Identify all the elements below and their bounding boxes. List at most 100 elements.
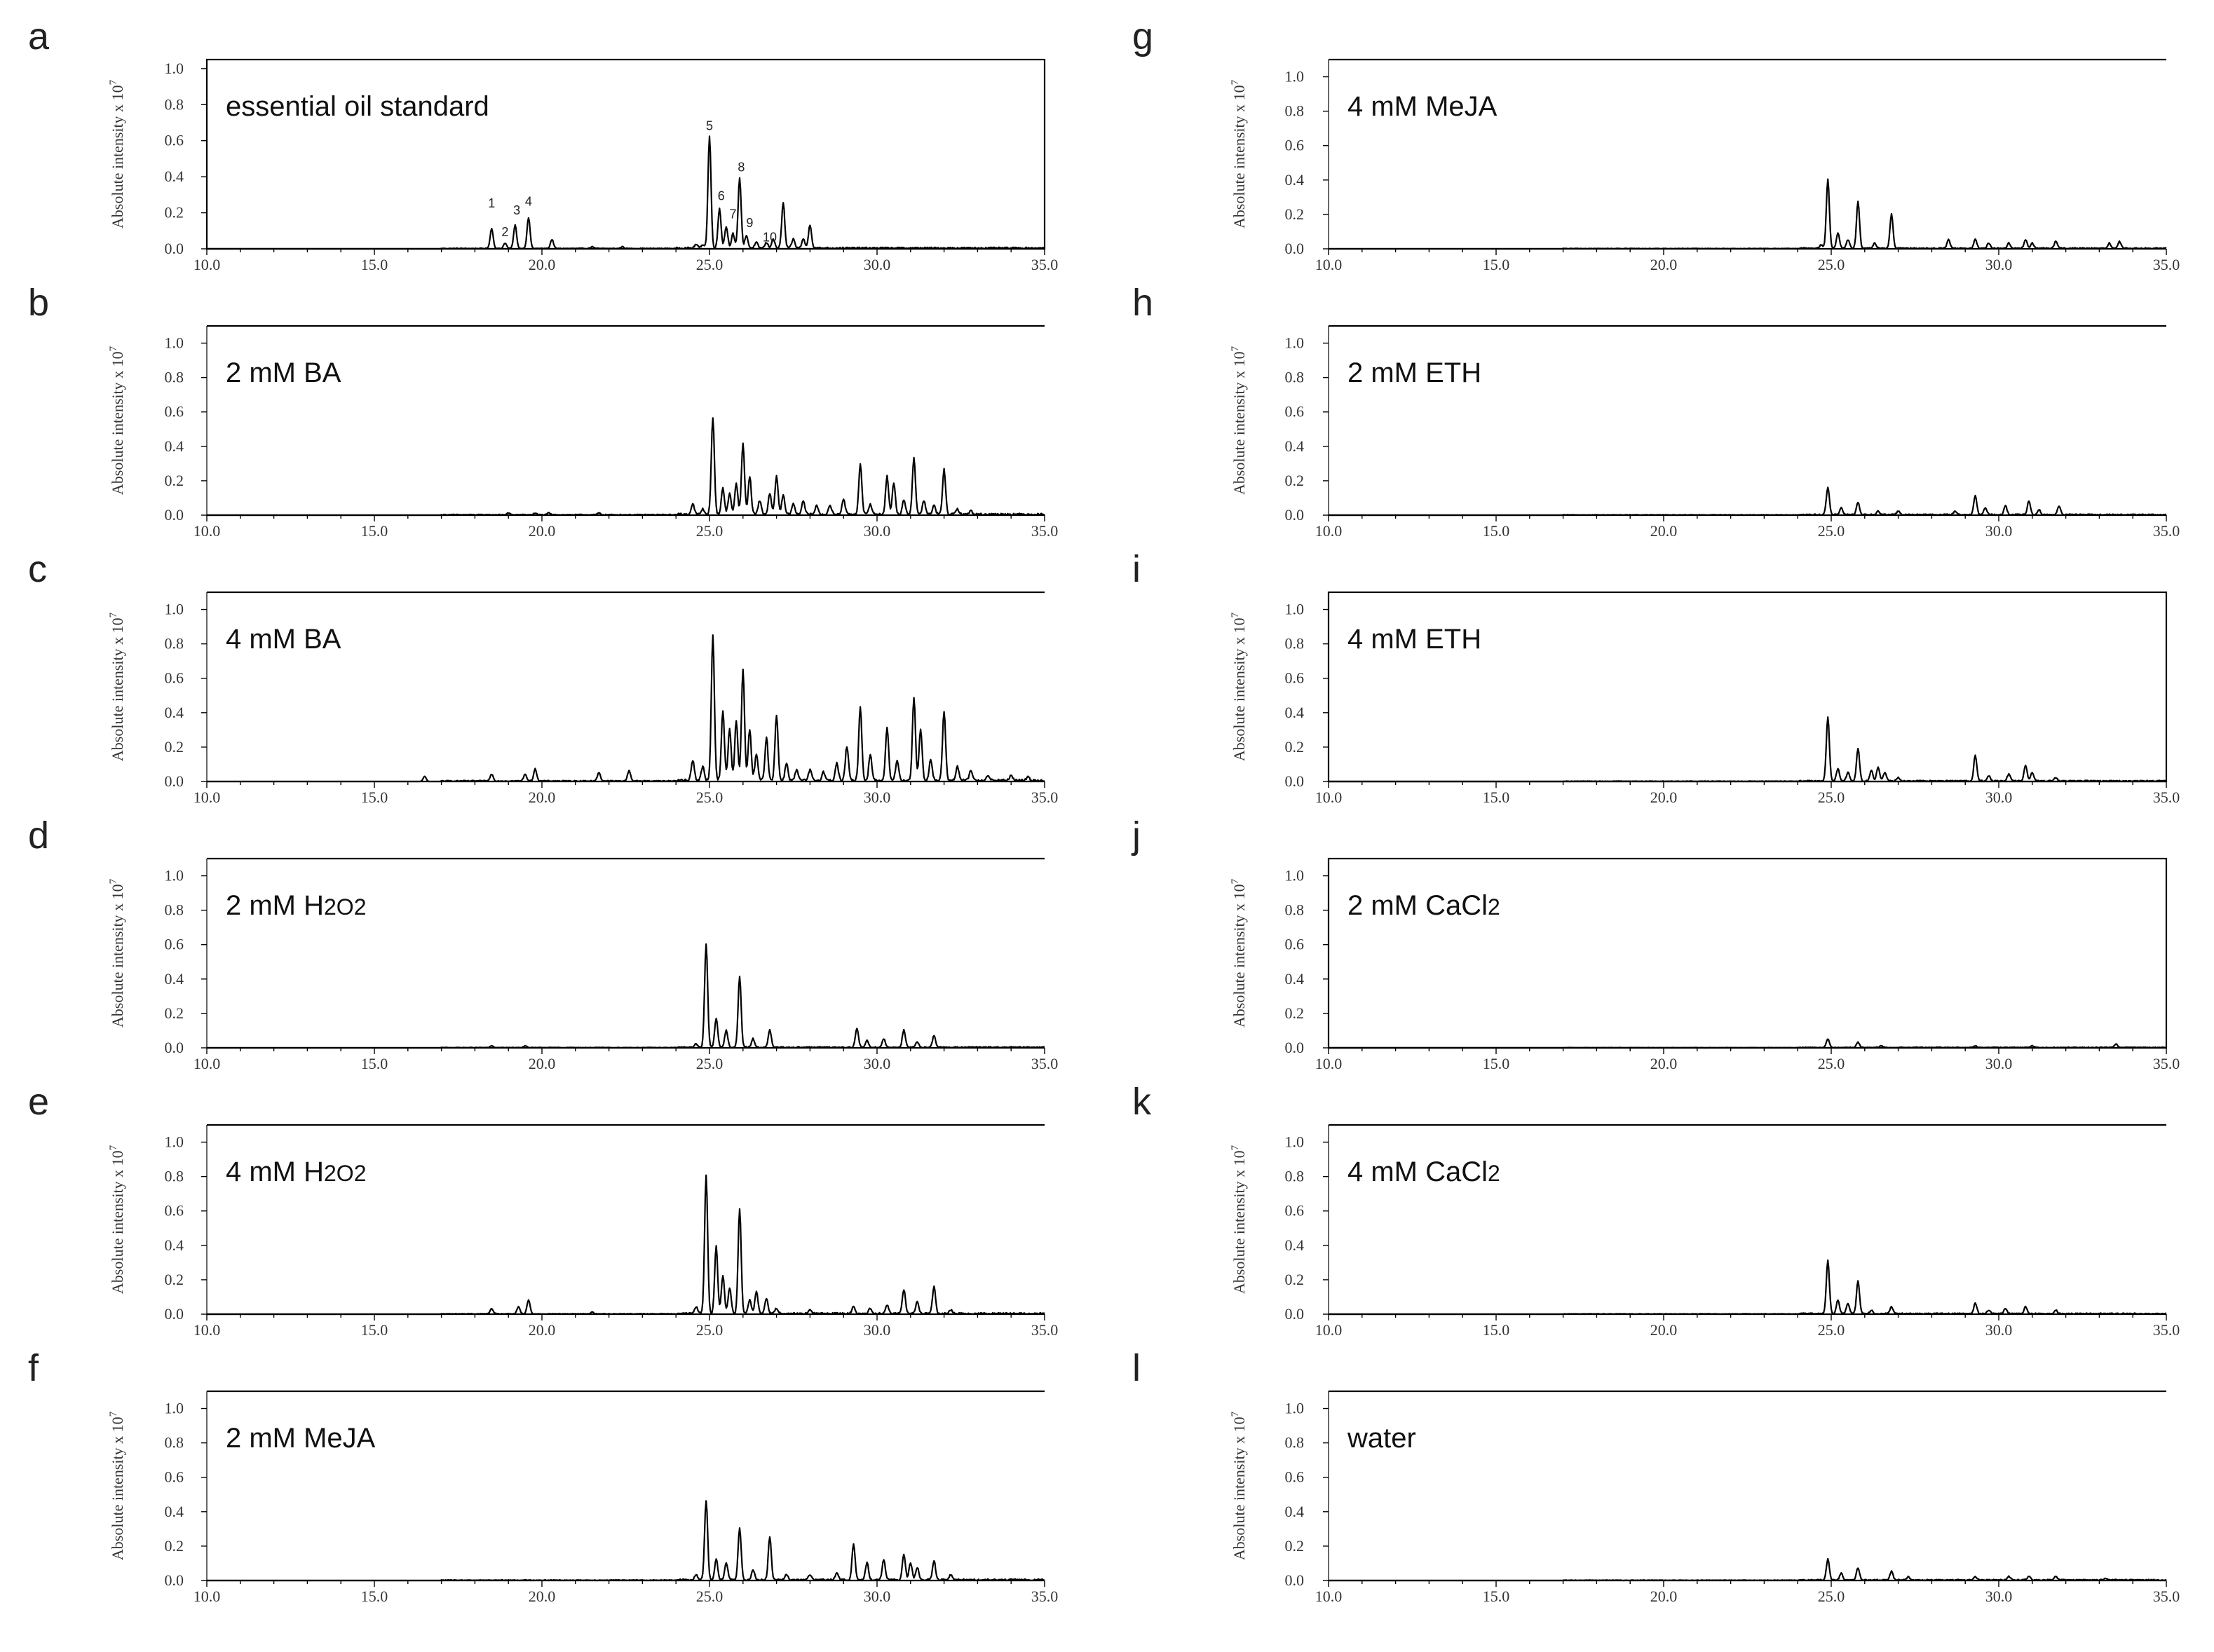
- chromatogram-trace: [1329, 178, 2167, 250]
- y-tick-label: 0.6: [1285, 403, 1305, 421]
- x-tick-label: 20.0: [529, 1588, 556, 1605]
- y-tick-label: 0.2: [165, 1004, 184, 1022]
- condition-text: 4 mM MeJA: [1347, 91, 1497, 122]
- condition-formula: 2O2: [324, 1161, 366, 1186]
- y-tick-label: 0.4: [1285, 704, 1305, 721]
- panel-letter: c: [28, 548, 47, 590]
- y-tick-label: 0.2: [1285, 205, 1305, 223]
- y-axis-label-text: Absolute intensity x 10: [109, 1150, 126, 1294]
- y-tick-label: 0.4: [1285, 970, 1305, 988]
- y-tick-label: 1.0: [165, 60, 184, 77]
- x-tick-label: 35.0: [1031, 1321, 1059, 1339]
- condition-formula: 2: [1488, 894, 1500, 920]
- y-tick-label: 0.8: [165, 95, 184, 113]
- x-tick-label: 25.0: [696, 789, 724, 806]
- y-axis-label-text: Absolute intensity x 10: [109, 85, 126, 228]
- x-tick-label: 10.0: [193, 1321, 221, 1339]
- panel-letter: k: [1132, 1081, 1152, 1123]
- x-tick-label: 15.0: [1483, 1588, 1510, 1605]
- y-tick-label: 0.2: [165, 1537, 184, 1555]
- chromatogram-trace: [1329, 1038, 2167, 1049]
- y-axis-label: Absolute intensity x 107: [1230, 1411, 1248, 1560]
- y-tick-label: 0.6: [165, 936, 184, 953]
- peak-number-label: 7: [729, 207, 736, 221]
- y-tick-label: 0.8: [165, 1434, 184, 1452]
- y-tick-label: 1.0: [165, 1133, 184, 1151]
- panel-i: i 0.0 0.2 0.4 0.6 0.8 1.0 10.0 15.0 20.0 25.0 30.0 3…: [1132, 548, 2180, 806]
- x-tick-label: 15.0: [361, 1588, 388, 1605]
- y-tick-label: 0.2: [1285, 1271, 1305, 1288]
- y-tick-label: 0.6: [165, 132, 184, 149]
- condition-text: 2 mM ETH: [1347, 357, 1481, 388]
- condition-label: 2 mM MeJA: [226, 1423, 376, 1454]
- x-tick-label: 20.0: [529, 256, 556, 273]
- x-tick-label: 15.0: [361, 256, 388, 273]
- y-axis-label-exponent: 7: [108, 1411, 119, 1417]
- x-tick-label: 10.0: [1315, 256, 1343, 273]
- y-tick-label: 0.4: [1285, 171, 1305, 189]
- y-axis-label-text: Absolute intensity x 10: [1230, 617, 1248, 761]
- plot-frame: [1327, 591, 2168, 783]
- y-tick-label: 0.6: [1285, 1202, 1305, 1220]
- x-tick-label: 25.0: [1818, 1055, 1845, 1072]
- panel-d: d 0.0 0.2 0.4 0.6 0.8 1.0 10.0 15.0 20.0 25.0 30.0 3…: [28, 814, 1058, 1072]
- y-tick-label: 0.0: [1285, 1571, 1305, 1589]
- y-tick-label: 0.8: [1285, 635, 1305, 653]
- plot-frame: [205, 58, 1046, 250]
- x-tick-label: 25.0: [1818, 256, 1845, 273]
- x-tick-label: 30.0: [1985, 1055, 2013, 1072]
- y-tick-label: 1.0: [165, 1400, 184, 1417]
- y-tick-label: 0.6: [165, 1202, 184, 1220]
- y-tick-label: 0.2: [1285, 472, 1305, 489]
- x-tick-label: 10.0: [1315, 1321, 1343, 1339]
- x-tick-label: 15.0: [1483, 1321, 1510, 1339]
- y-tick-label: 0.8: [1285, 102, 1305, 120]
- y-axis-label-text: Absolute intensity x 10: [109, 617, 126, 761]
- peak-number-label: 10: [763, 231, 777, 245]
- y-tick-label: 0.0: [165, 240, 184, 257]
- panel-letter: l: [1132, 1347, 1141, 1389]
- y-tick-label: 0.8: [1285, 369, 1305, 386]
- x-tick-label: 10.0: [193, 1588, 221, 1605]
- x-tick-label: 15.0: [361, 1055, 388, 1072]
- x-tick-label: 25.0: [696, 256, 724, 273]
- condition-text: essential oil standard: [226, 91, 489, 122]
- x-tick-label: 10.0: [1315, 789, 1343, 806]
- y-axis-label: Absolute intensity x 107: [108, 1411, 126, 1560]
- x-tick-label: 35.0: [1031, 256, 1059, 273]
- y-tick-label: 0.2: [165, 204, 184, 221]
- x-tick-label: 30.0: [864, 256, 891, 273]
- x-tick-label: 20.0: [1650, 1321, 1678, 1339]
- x-tick-label: 15.0: [1483, 789, 1510, 806]
- x-tick-label: 30.0: [1985, 1321, 2013, 1339]
- y-axis-label: Absolute intensity x 107: [1230, 878, 1248, 1028]
- y-tick-label: 0.2: [1285, 1537, 1305, 1555]
- y-tick-label: 0.0: [165, 772, 184, 790]
- y-axis-label-text: Absolute intensity x 10: [109, 351, 126, 495]
- y-tick-label: 0.8: [1285, 901, 1305, 919]
- panel-j: j 0.0 0.2 0.4 0.6 0.8 1.0 10.0 15.0 20.0 25.0 30.0 3…: [1131, 814, 2180, 1072]
- x-tick-label: 30.0: [1985, 1588, 2013, 1605]
- x-tick-label: 20.0: [1650, 522, 1678, 540]
- condition-label: 2 mM BA: [226, 357, 341, 388]
- x-tick-label: 30.0: [864, 522, 891, 540]
- x-tick-label: 35.0: [2153, 1321, 2180, 1339]
- y-axis-label: Absolute intensity x 107: [1230, 79, 1248, 228]
- x-tick-label: 25.0: [1818, 789, 1845, 806]
- y-tick-label: 0.6: [1285, 137, 1305, 154]
- y-axis-label: Absolute intensity x 107: [108, 878, 126, 1028]
- panel-e: e 0.0 0.2 0.4 0.6 0.8 1.0 10.0 15.0 20.0 25.0 30.0 3…: [28, 1081, 1058, 1339]
- condition-label: 2 mM CaCl2: [1347, 890, 1500, 921]
- peak-number-label: 5: [706, 118, 713, 132]
- y-tick-label: 0.0: [1285, 506, 1305, 524]
- condition-text: 2 mM H: [226, 890, 324, 921]
- condition-label: essential oil standard: [226, 91, 489, 122]
- panel-letter: b: [28, 282, 49, 324]
- y-tick-label: 0.4: [165, 168, 184, 185]
- y-axis-label: Absolute intensity x 107: [1230, 1145, 1248, 1294]
- x-tick-label: 25.0: [1818, 1321, 1845, 1339]
- y-axis-label-exponent: 7: [108, 79, 119, 85]
- x-tick-label: 20.0: [1650, 1588, 1678, 1605]
- chromatogram-trace: [1329, 1557, 2167, 1582]
